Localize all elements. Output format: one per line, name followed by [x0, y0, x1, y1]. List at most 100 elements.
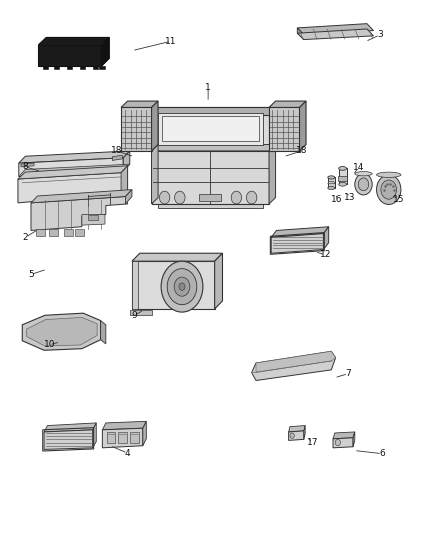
Text: 9: 9 — [131, 311, 137, 320]
Polygon shape — [36, 229, 45, 236]
Polygon shape — [152, 144, 158, 204]
Polygon shape — [121, 166, 127, 200]
Polygon shape — [49, 229, 58, 236]
Polygon shape — [132, 253, 223, 261]
Polygon shape — [44, 423, 96, 432]
Ellipse shape — [328, 187, 335, 190]
Polygon shape — [130, 432, 139, 442]
Polygon shape — [152, 144, 276, 151]
Text: 17: 17 — [307, 438, 318, 447]
Polygon shape — [143, 421, 146, 446]
Text: 3: 3 — [377, 30, 383, 39]
Polygon shape — [152, 101, 158, 151]
Circle shape — [381, 180, 396, 199]
Polygon shape — [31, 190, 132, 203]
Polygon shape — [152, 198, 269, 204]
Polygon shape — [121, 108, 152, 151]
Polygon shape — [353, 432, 355, 447]
Text: 18: 18 — [111, 147, 123, 156]
Polygon shape — [110, 176, 117, 179]
Text: 15: 15 — [393, 195, 405, 204]
Circle shape — [335, 439, 340, 446]
Polygon shape — [199, 195, 221, 201]
Polygon shape — [93, 66, 98, 69]
Ellipse shape — [339, 182, 346, 186]
Polygon shape — [149, 108, 271, 115]
Text: 6: 6 — [379, 449, 385, 458]
Polygon shape — [64, 229, 73, 236]
Polygon shape — [333, 438, 353, 448]
Polygon shape — [113, 155, 122, 160]
Circle shape — [247, 191, 257, 204]
Polygon shape — [271, 227, 328, 237]
Polygon shape — [39, 58, 110, 66]
Polygon shape — [130, 310, 152, 316]
Polygon shape — [102, 428, 143, 448]
Polygon shape — [269, 108, 300, 151]
Circle shape — [290, 433, 294, 438]
Polygon shape — [53, 66, 59, 69]
Polygon shape — [215, 253, 223, 309]
Circle shape — [167, 269, 197, 305]
Circle shape — [174, 277, 190, 296]
Text: 16: 16 — [331, 195, 342, 204]
Circle shape — [358, 178, 369, 191]
Polygon shape — [338, 176, 347, 181]
Polygon shape — [132, 261, 138, 309]
Polygon shape — [300, 101, 306, 151]
Polygon shape — [323, 227, 328, 249]
Ellipse shape — [328, 176, 335, 179]
Polygon shape — [99, 66, 105, 69]
Polygon shape — [132, 261, 215, 309]
Polygon shape — [93, 423, 96, 448]
Circle shape — [175, 191, 185, 204]
Circle shape — [231, 191, 242, 204]
Polygon shape — [304, 425, 305, 439]
Polygon shape — [125, 190, 132, 204]
Text: 4: 4 — [125, 449, 131, 458]
Polygon shape — [102, 421, 146, 430]
Text: 12: 12 — [320, 251, 331, 260]
Polygon shape — [97, 176, 104, 179]
Polygon shape — [22, 313, 101, 350]
Text: 2: 2 — [22, 233, 28, 242]
Polygon shape — [328, 177, 335, 188]
Polygon shape — [39, 37, 110, 45]
Polygon shape — [118, 432, 127, 442]
Polygon shape — [328, 182, 335, 184]
Polygon shape — [19, 158, 123, 176]
Polygon shape — [80, 66, 85, 69]
Polygon shape — [22, 176, 29, 179]
Text: 1: 1 — [205, 83, 211, 92]
Polygon shape — [43, 66, 48, 69]
Polygon shape — [123, 151, 130, 171]
Polygon shape — [271, 233, 323, 253]
Polygon shape — [21, 163, 34, 167]
Polygon shape — [31, 197, 127, 230]
Polygon shape — [88, 215, 98, 220]
Polygon shape — [19, 151, 130, 163]
Ellipse shape — [355, 172, 372, 176]
Polygon shape — [333, 432, 355, 439]
Polygon shape — [102, 37, 110, 66]
Polygon shape — [152, 108, 269, 151]
Polygon shape — [256, 351, 336, 373]
Text: 11: 11 — [166, 37, 177, 46]
Text: 5: 5 — [28, 270, 34, 279]
Polygon shape — [158, 204, 262, 208]
Polygon shape — [32, 176, 39, 179]
Polygon shape — [289, 431, 304, 440]
Polygon shape — [162, 116, 259, 141]
Polygon shape — [75, 229, 84, 236]
Polygon shape — [252, 351, 336, 381]
Polygon shape — [82, 215, 105, 225]
Polygon shape — [339, 168, 346, 184]
Circle shape — [355, 174, 372, 195]
Polygon shape — [121, 101, 158, 108]
Polygon shape — [297, 23, 374, 35]
Circle shape — [159, 191, 170, 204]
Ellipse shape — [377, 172, 401, 177]
Text: 18: 18 — [296, 147, 307, 156]
Circle shape — [179, 283, 185, 290]
Polygon shape — [269, 144, 276, 204]
